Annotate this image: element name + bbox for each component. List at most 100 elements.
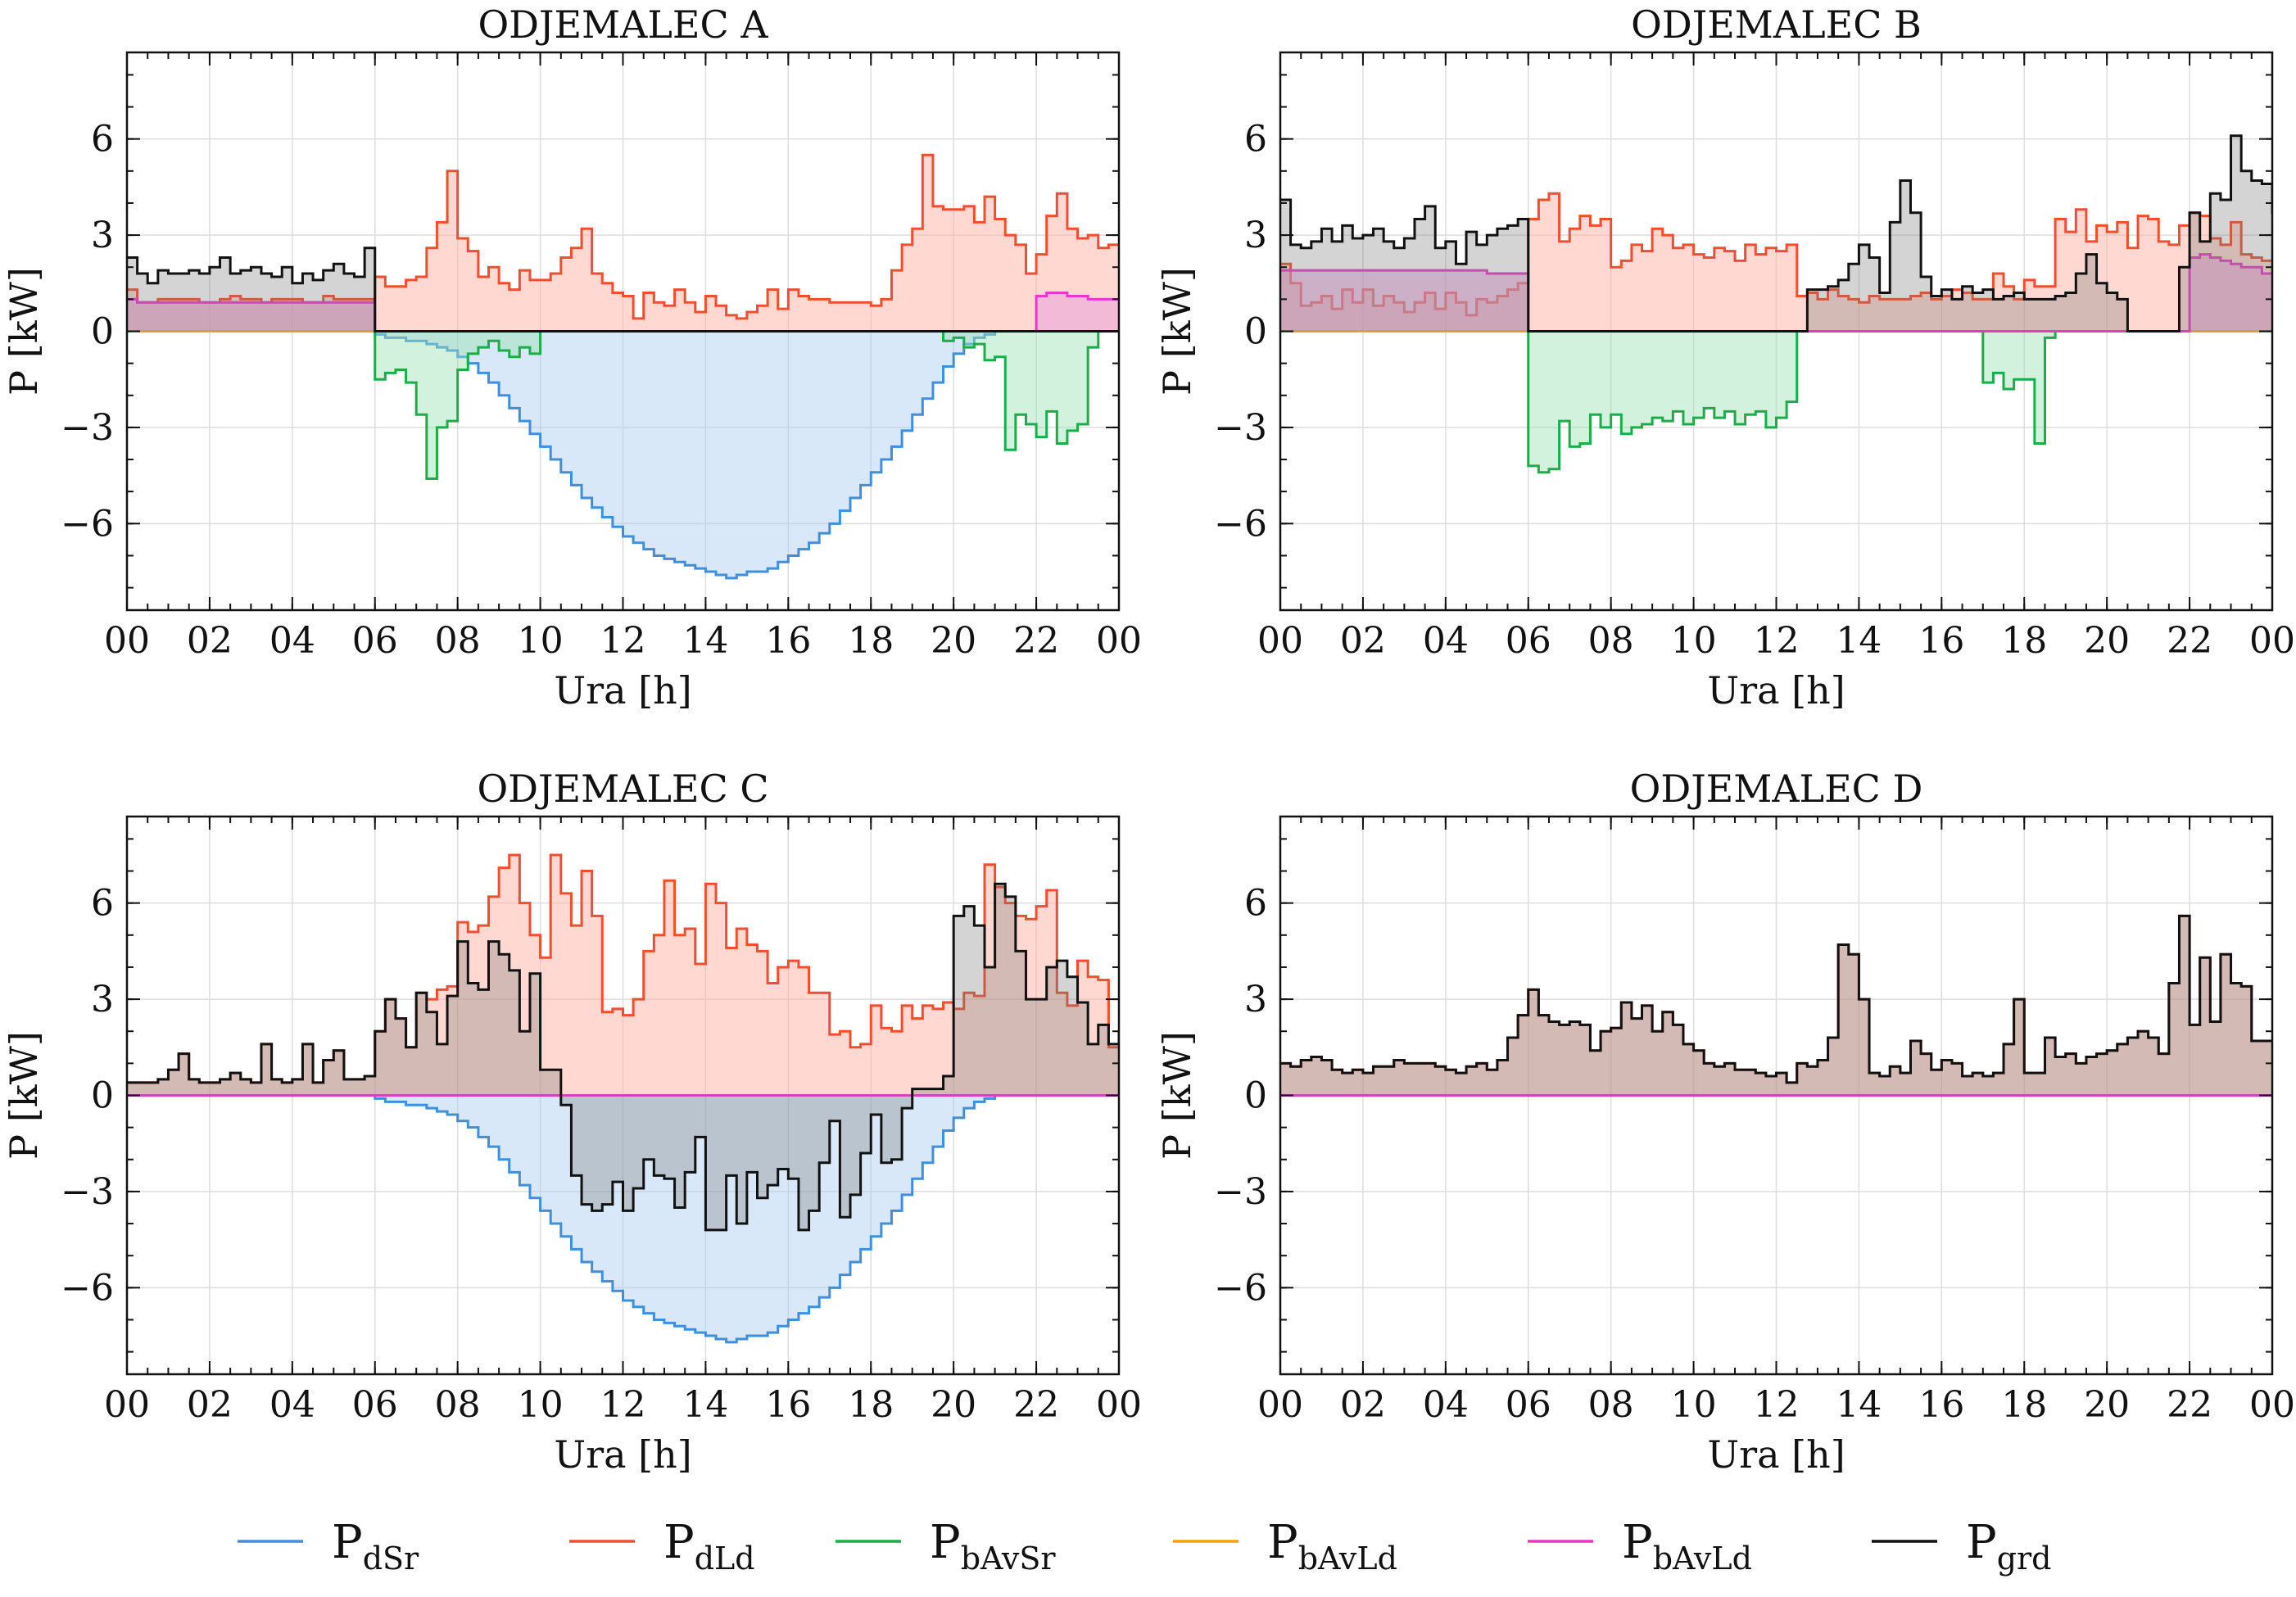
legend-label: PbAvSr	[930, 1516, 1056, 1577]
x-tick-label: 00	[1096, 1384, 1142, 1426]
line-p-grd	[127, 247, 1119, 333]
x-tick-label: 04	[269, 620, 315, 662]
legend-label: PbAvLd	[1267, 1516, 1397, 1577]
x-tick-label: 16	[765, 620, 811, 662]
y-tick-label: 0	[1244, 311, 1267, 353]
x-tick-label: 06	[1506, 620, 1551, 662]
legend-label-sub: bAvLd	[1653, 1540, 1752, 1577]
line-p-dsr	[127, 1094, 1119, 1344]
y-axis-label: P [kW]	[2, 267, 46, 396]
legend-label-sub: bAvLd	[1298, 1540, 1397, 1577]
x-tick-label: 12	[600, 620, 646, 662]
panel-1: ODJEMALEC A00 02 04 06 08 10 12 14 16 18 20 22 00−6−…	[2, 2, 1142, 713]
x-tick-label: 20	[931, 620, 976, 662]
legend-item-dsr-1: PdSr	[238, 1516, 419, 1577]
x-tick-label: 10	[518, 1384, 564, 1426]
y-tick-label: −6	[61, 1267, 114, 1309]
legend-item-bavsr-3: PbAvSr	[836, 1516, 1056, 1577]
legend-label: PdSr	[332, 1516, 419, 1577]
x-tick-label: 00	[2249, 1384, 2295, 1426]
x-axis-label: Ura [h]	[1707, 1432, 1845, 1477]
x-axis-label: Ura [h]	[554, 668, 691, 713]
y-axis-label: P [kW]	[2, 1031, 46, 1160]
series-group	[127, 853, 1119, 1344]
tick-marks	[126, 817, 1120, 1374]
legend-label-sub: dSr	[363, 1540, 419, 1577]
area-p-dsr	[127, 1095, 1119, 1342]
x-tick-label: 20	[2084, 620, 2130, 662]
legend-item-dld-2: PdLd	[569, 1516, 755, 1577]
x-tick-label: 14	[1836, 620, 1882, 662]
area-p-dsr	[127, 331, 1119, 578]
x-axis-label: Ura [h]	[1707, 668, 1845, 713]
x-tick-label: 02	[187, 620, 233, 662]
legend-label-sub: bAvSr	[961, 1540, 1057, 1577]
x-tick-label: 06	[352, 1384, 398, 1426]
y-tick-label: 6	[91, 883, 114, 925]
x-tick-label: 00	[1257, 620, 1303, 662]
legend: PdSr PdLd PbAvSr PbAvLd PbAvLd Pgrd	[238, 1516, 2052, 1577]
legend-item-bavld-5: PbAvLd	[1528, 1516, 1752, 1577]
series-group	[127, 153, 1119, 580]
x-tick-label: 04	[1423, 620, 1469, 662]
y-tick-label: −3	[1214, 407, 1267, 449]
line-p-dld	[127, 153, 1119, 320]
y-tick-label: 6	[1244, 883, 1267, 925]
y-tick-label: −3	[1214, 1171, 1267, 1213]
y-tick-label: 0	[1244, 1075, 1267, 1117]
panel-title: ODJEMALEC B	[1631, 2, 1922, 47]
y-tick-label: 3	[1244, 979, 1267, 1020]
x-tick-label: 14	[1836, 1384, 1882, 1426]
x-tick-label: 08	[435, 1384, 481, 1426]
line-p-dsr	[127, 330, 1119, 580]
x-tick-label: 18	[2001, 620, 2047, 662]
x-tick-label: 16	[765, 1384, 811, 1426]
series-group	[1280, 914, 2272, 1097]
x-tick-label: 00	[2249, 620, 2295, 662]
x-tick-label: 22	[2167, 620, 2212, 662]
legend-label-base: P	[1267, 1516, 1298, 1569]
x-tick-label: 12	[1754, 620, 1800, 662]
panel-4: ODJEMALEC D00 02 04 06 08 10 12 14 16 18 20 22 00−6−…	[1155, 767, 2295, 1477]
legend-label: PdLd	[663, 1516, 755, 1577]
x-tick-label: 16	[1918, 620, 1964, 662]
legend-item-grd-6: Pgrd	[1872, 1516, 2052, 1577]
y-tick-label: 3	[1244, 215, 1267, 256]
y-tick-label: 6	[91, 119, 114, 161]
x-tick-label: 12	[1754, 1384, 1800, 1426]
tick-marks	[1279, 817, 2273, 1374]
legend-label: PbAvLd	[1622, 1516, 1752, 1577]
x-tick-label: 14	[682, 1384, 728, 1426]
y-tick-label: 6	[1244, 119, 1267, 161]
x-tick-label: 08	[1588, 1384, 1634, 1426]
x-tick-label: 08	[435, 620, 481, 662]
x-tick-label: 14	[682, 620, 728, 662]
x-tick-label: 00	[104, 620, 150, 662]
x-tick-label: 18	[848, 1384, 894, 1426]
panel-3: ODJEMALEC C00 02 04 06 08 10 12 14 16 18 20 22 00−6−…	[2, 767, 1142, 1477]
legend-item-bavld-4: PbAvLd	[1173, 1516, 1397, 1577]
x-tick-label: 06	[1506, 1384, 1551, 1426]
y-tick-label: 3	[91, 215, 114, 256]
x-tick-label: 20	[2084, 1384, 2130, 1426]
y-tick-label: −6	[1214, 503, 1267, 545]
legend-label-base: P	[930, 1516, 961, 1569]
legend-label-base: P	[663, 1516, 695, 1569]
x-tick-label: 20	[931, 1384, 976, 1426]
x-tick-label: 04	[1423, 1384, 1469, 1426]
tick-marks	[1279, 52, 2273, 610]
x-tick-label: 10	[518, 620, 564, 662]
x-tick-label: 12	[600, 1384, 646, 1426]
x-tick-label: 22	[1013, 620, 1059, 662]
y-tick-label: −3	[61, 407, 114, 449]
x-tick-label: 18	[2001, 1384, 2047, 1426]
x-tick-label: 16	[1918, 1384, 1964, 1426]
y-axis-label: P [kW]	[1155, 1031, 1199, 1160]
line-p-grd	[1280, 914, 2272, 1084]
legend-label-base: P	[332, 1516, 363, 1569]
line-p-grd	[127, 882, 1119, 1232]
legend-label-sub: grd	[1997, 1540, 2052, 1577]
x-tick-label: 00	[104, 1384, 150, 1426]
y-tick-label: −6	[1214, 1267, 1267, 1309]
